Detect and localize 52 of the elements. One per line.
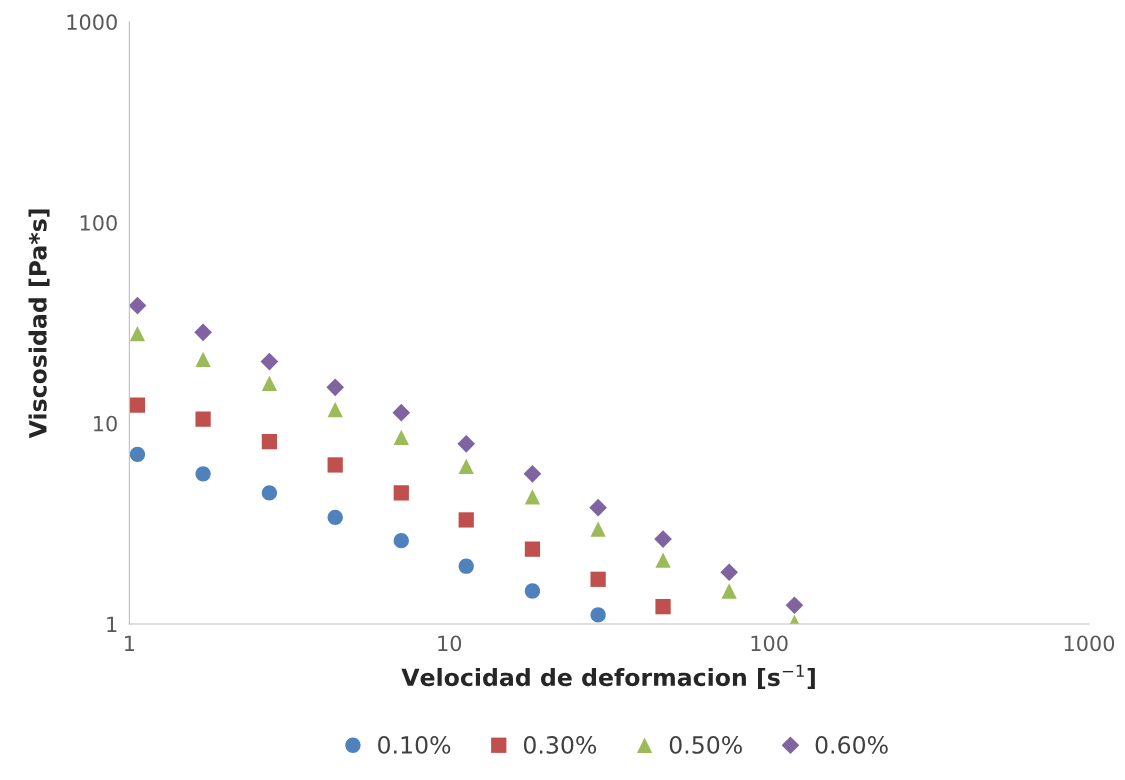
point [524,489,541,505]
legend-label: 0.10% [378,735,451,754]
point [590,607,606,623]
point [720,563,738,582]
point [261,434,278,450]
x-axis-title: Velocidad de deformacion [s$^{−1}$] [401,664,815,689]
point [195,466,211,482]
point [129,446,146,463]
point [129,397,146,413]
point [195,351,211,368]
y-axis-title: Viscosidad [Pa*s] [28,209,50,439]
point [327,401,343,418]
point [393,533,409,549]
point [458,558,474,574]
point [393,485,409,501]
point [195,411,211,427]
point [458,458,474,475]
legend-label: 0.60% [815,735,888,754]
point [590,521,606,537]
x-tick-label: 1000 [1064,635,1115,652]
point [261,375,278,392]
point [785,596,804,615]
point [590,571,606,587]
x-tick-label: 100 [751,635,788,652]
point [327,509,343,525]
point [524,583,541,599]
y-tick-label: 100 [80,215,117,231]
point [655,599,671,615]
point [393,429,409,446]
point [589,498,607,517]
point [326,378,345,397]
y-tick-label: 1000 [67,14,117,31]
point [721,583,737,599]
point [392,403,411,422]
point [327,457,343,473]
point [194,323,212,342]
legend-label: 0.30% [523,735,597,754]
point [261,485,278,501]
point [129,325,146,342]
y-tick-label: 10 [94,415,117,432]
point [458,512,474,528]
y-tick-label: 1 [107,616,117,632]
point [524,541,541,557]
point [129,296,147,315]
point [457,434,476,453]
x-tick-label: 10 [438,635,462,652]
point [655,552,671,568]
point [654,530,672,548]
point [523,464,542,483]
point [260,352,279,371]
legend-label: 0.50% [669,735,742,754]
x-tick-label: 1 [125,635,135,651]
